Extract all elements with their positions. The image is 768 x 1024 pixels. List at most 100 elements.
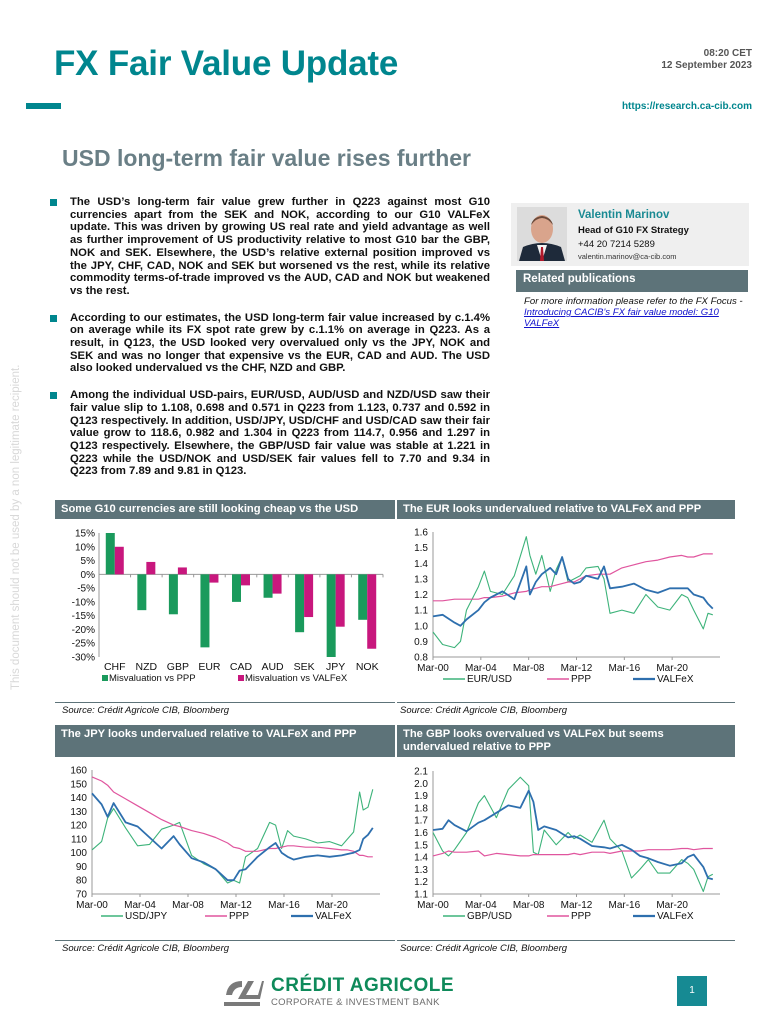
x-tick-label: Mar-08 xyxy=(172,900,204,911)
y-tick-label: 0.9 xyxy=(414,637,428,648)
bullet-item: According to our estimates, the USD long… xyxy=(50,312,490,376)
chart-title: The JPY looks undervalued relative to VA… xyxy=(55,725,395,757)
bar-valfex xyxy=(304,574,314,618)
legend-label: GBP/USD xyxy=(467,911,512,922)
related-publications-text: For more information please refer to the… xyxy=(524,296,746,329)
bar-valfex xyxy=(209,574,219,583)
legend-label: USD/JPY xyxy=(125,911,168,922)
y-tick-label: 1.4 xyxy=(414,853,428,864)
analyst-email-link[interactable]: valentin.marinov@ca-cib.com xyxy=(578,252,677,261)
bar-ppp xyxy=(105,533,115,575)
x-tick-label: Mar-16 xyxy=(608,663,640,674)
chart-source: Source: Crédit Agricole CIB, Bloomberg xyxy=(62,705,230,716)
y-tick-label: 1.3 xyxy=(414,865,428,876)
square-bullet-icon xyxy=(50,199,57,206)
logo-name: CRÉDIT AGRICOLE xyxy=(271,975,455,996)
person-icon xyxy=(517,207,567,261)
legend-label: Misvaluation vs VALFeX xyxy=(245,673,348,684)
x-tick-label: Mar-20 xyxy=(656,663,688,674)
analyst-photo xyxy=(517,207,567,261)
x-tick-label: Mar-08 xyxy=(513,663,545,674)
y-tick-label: 2.0 xyxy=(414,779,428,790)
y-tick-label: 70 xyxy=(76,890,88,901)
x-tick-label: Mar-00 xyxy=(417,663,449,674)
x-tick-label: Mar-04 xyxy=(465,663,497,674)
related-publication-link[interactable]: Introducing CACIB's FX fair value model:… xyxy=(524,307,719,329)
y-tick-label: 1.5 xyxy=(414,840,428,851)
y-tick-label: 110 xyxy=(71,834,87,845)
divider xyxy=(397,940,735,941)
legend-label: VALFeX xyxy=(657,911,694,922)
research-url-link[interactable]: https://research.ca-cib.com xyxy=(621,101,752,112)
series-line xyxy=(91,789,374,884)
x-tick-label: Mar-12 xyxy=(561,663,593,674)
y-tick-label: -30% xyxy=(72,653,95,664)
logo-subtitle: CORPORATE & INVESTMENT BANK xyxy=(271,997,440,1008)
series-line xyxy=(432,536,713,649)
summary-bullets: The USD’s long-term fair value grew furt… xyxy=(50,196,490,492)
chart-title: Some G10 currencies are still looking ch… xyxy=(55,500,395,519)
document-title: FX Fair Value Update xyxy=(54,44,399,83)
bar-valfex xyxy=(272,574,282,594)
x-tick-label: Mar-04 xyxy=(465,900,497,911)
series-line xyxy=(432,789,714,881)
x-tick-label: AUD xyxy=(261,661,284,673)
publish-time: 08:20 CET xyxy=(703,48,752,59)
legend-label: PPP xyxy=(571,911,591,922)
divider xyxy=(397,702,735,703)
y-tick-label: 1.9 xyxy=(414,791,428,802)
ca-logo-icon xyxy=(224,981,264,1006)
analyst-name: Valentin Marinov xyxy=(578,209,670,221)
x-tick-label: Mar-20 xyxy=(316,900,348,911)
bar-ppp xyxy=(358,574,368,620)
series-line xyxy=(91,792,374,882)
y-tick-label: 80 xyxy=(76,876,88,887)
x-tick-label: Mar-16 xyxy=(268,900,300,911)
y-tick-label: 2.1 xyxy=(414,767,428,778)
x-tick-label: Mar-00 xyxy=(417,900,449,911)
chart-jpy: The JPY looks undervalued relative to VA… xyxy=(55,725,395,757)
bar-ppp xyxy=(137,574,147,611)
related-intro: For more information please refer to the… xyxy=(524,296,743,307)
x-tick-label: CHF xyxy=(104,661,126,673)
bullet-item: Among the individual USD-pairs, EUR/USD,… xyxy=(50,389,490,478)
document-subtitle: USD long-term fair value rises further xyxy=(62,145,471,171)
bar-ppp xyxy=(168,574,178,615)
y-tick-label: 100 xyxy=(70,848,87,859)
page-number: 1 xyxy=(677,976,707,1006)
square-bullet-icon xyxy=(50,314,57,322)
y-tick-label: -25% xyxy=(72,639,95,650)
y-tick-label: 140 xyxy=(70,793,87,804)
y-tick-label: 150 xyxy=(70,779,87,790)
y-tick-label: 1.6 xyxy=(414,828,428,839)
square-bullet-icon xyxy=(50,392,57,400)
y-tick-label: 1.2 xyxy=(414,590,428,601)
series-line xyxy=(432,847,713,857)
y-tick-label: 120 xyxy=(70,821,87,832)
y-tick-label: 0% xyxy=(81,570,96,581)
y-tick-label: 1.5 xyxy=(414,543,428,554)
x-tick-label: Mar-12 xyxy=(561,900,593,911)
y-tick-label: 130 xyxy=(70,807,87,818)
bullet-text: According to our estimates, the USD long… xyxy=(70,311,490,375)
bar-ppp xyxy=(200,574,210,648)
y-tick-label: -20% xyxy=(72,625,95,636)
bar-ppp xyxy=(232,574,241,602)
y-tick-label: -10% xyxy=(72,597,95,608)
x-tick-label: Mar-20 xyxy=(656,900,688,911)
document-meta: 08:20 CET 12 September 2023 xyxy=(661,48,752,72)
y-tick-label: 160 xyxy=(70,766,87,777)
bar-valfex xyxy=(177,567,187,575)
x-tick-label: Mar-16 xyxy=(608,900,640,911)
legend-label: EUR/USD xyxy=(467,674,512,685)
y-tick-label: 15% xyxy=(75,529,95,540)
legend-label: Misvaluation vs PPP xyxy=(109,673,196,684)
y-tick-label: 1.0 xyxy=(414,621,428,632)
legend-label: PPP xyxy=(229,911,249,922)
x-tick-label: NZD xyxy=(136,661,158,673)
y-tick-label: 1.1 xyxy=(414,606,428,617)
y-tick-label: 10% xyxy=(75,542,95,553)
y-tick-label: 1.2 xyxy=(414,877,428,888)
legend-label: PPP xyxy=(571,674,591,685)
y-tick-label: 1.6 xyxy=(414,528,428,539)
